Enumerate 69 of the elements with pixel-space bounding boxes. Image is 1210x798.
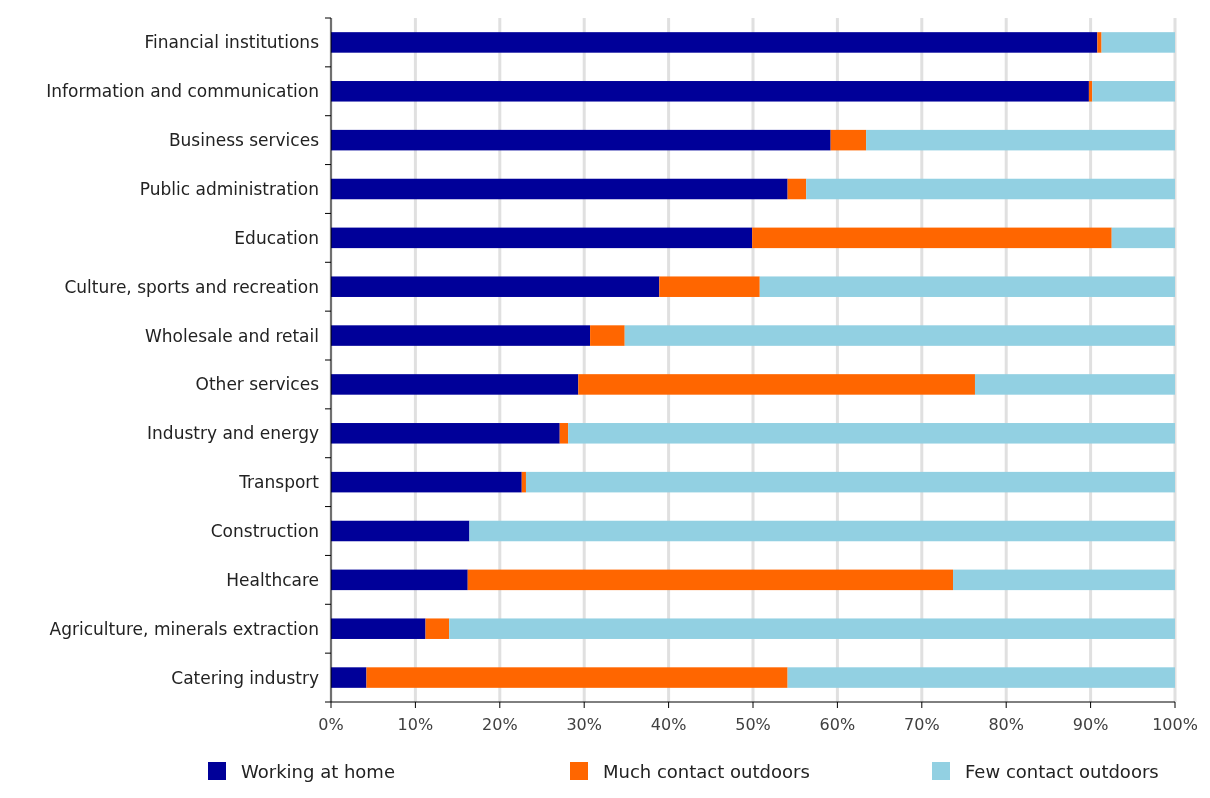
bar (830, 129, 867, 151)
bar (366, 667, 788, 688)
x-tick-label: 0% (318, 715, 344, 734)
bar (866, 129, 1175, 151)
bar (787, 178, 807, 200)
bar (568, 423, 1175, 444)
bar (331, 227, 753, 249)
bar (331, 178, 788, 200)
y-tick-label: Industry and energy (147, 423, 319, 444)
bar (331, 569, 468, 591)
y-tick-label: Culture, sports and recreation (64, 276, 319, 297)
bar (578, 374, 975, 395)
bar (624, 325, 1175, 346)
legend-label: Working at home (241, 761, 395, 782)
y-tick-label: Financial institutions (144, 32, 320, 53)
bar (759, 276, 1175, 297)
bar (1097, 32, 1102, 53)
bar (331, 32, 1098, 53)
bar (1092, 81, 1175, 102)
x-tick-label: 80% (988, 715, 1024, 734)
bar (331, 471, 522, 493)
y-tick-label: Wholesale and retail (144, 325, 319, 346)
bar (425, 618, 450, 639)
bar (752, 227, 1112, 249)
bar (331, 618, 426, 639)
x-tick-label: 30% (566, 715, 602, 734)
bar (469, 520, 1175, 542)
bar (467, 569, 954, 591)
bar (525, 471, 1175, 493)
bar (449, 618, 1175, 639)
bar (1111, 227, 1175, 249)
bar (1088, 81, 1093, 102)
bar (787, 667, 1175, 688)
y-tick-label: Agriculture, minerals extraction (49, 618, 319, 639)
y-tick-label: Public administration (139, 178, 319, 199)
bar (331, 520, 470, 542)
bar (331, 667, 367, 688)
y-tick-label: Construction (210, 520, 319, 541)
y-tick-label: Catering industry (171, 667, 319, 688)
bar (331, 129, 831, 151)
x-tick-label: 10% (397, 715, 434, 734)
x-tick-label: 40% (650, 715, 687, 734)
y-tick-label: Business services (168, 130, 320, 151)
x-tick-label: 20% (482, 715, 518, 734)
y-tick-label: Information and communication (46, 81, 319, 102)
bar (521, 471, 526, 493)
x-tick-label: 60% (819, 715, 856, 734)
bar (974, 374, 1175, 395)
bar (659, 276, 760, 297)
y-tick-label: Education (234, 227, 319, 248)
bar (331, 325, 591, 346)
x-tick-label: 50% (735, 715, 771, 734)
legend-label: Much contact outdoors (603, 761, 810, 782)
y-tick-label: Other services (195, 374, 320, 395)
bar (331, 374, 579, 395)
bar (1101, 32, 1175, 53)
x-tick-label: 70% (904, 715, 940, 734)
x-tick-label: 90% (1072, 715, 1109, 734)
bar (331, 423, 560, 444)
y-tick-label: Healthcare (226, 569, 319, 590)
bar (331, 81, 1089, 102)
bar (590, 325, 625, 346)
y-tick-label: Transport (238, 472, 320, 493)
bar (806, 178, 1175, 200)
bar (331, 276, 660, 297)
bar (559, 423, 569, 444)
x-tick-label: 100% (1152, 715, 1198, 734)
bar (953, 569, 1175, 591)
legend-label: Few contact outdoors (965, 761, 1159, 782)
